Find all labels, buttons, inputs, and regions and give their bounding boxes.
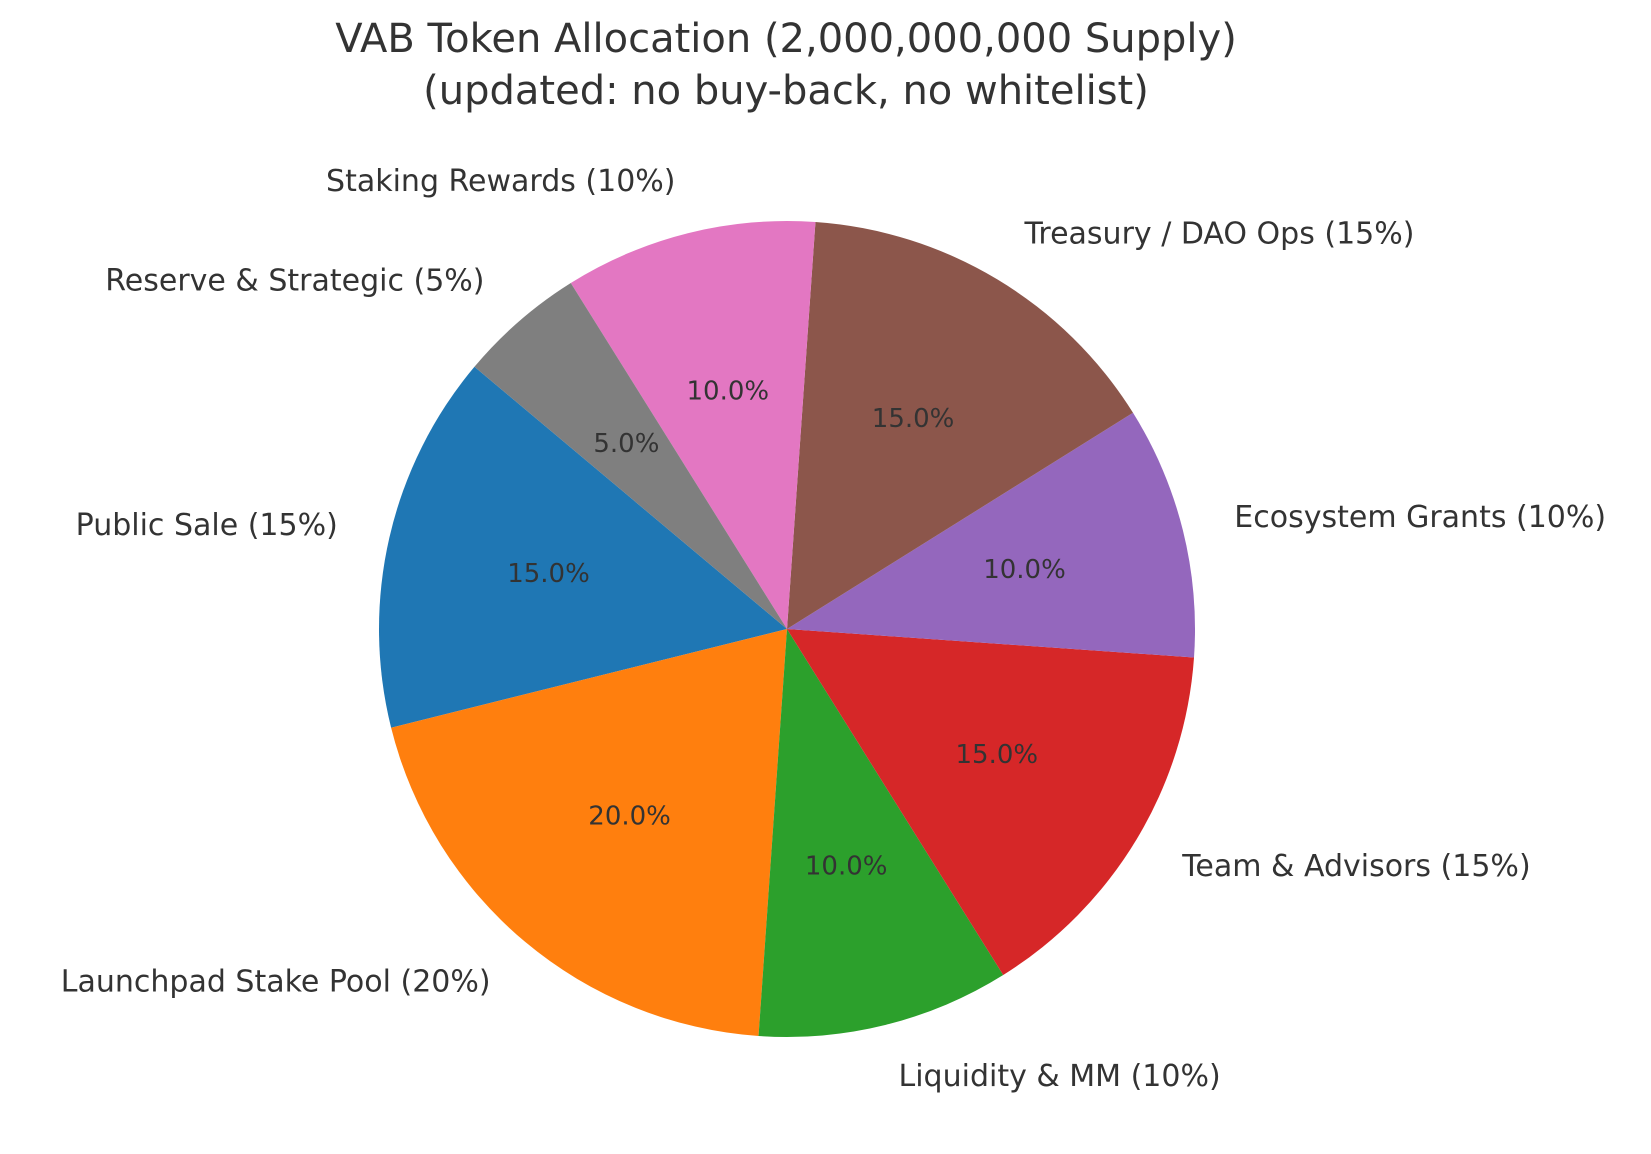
category-label: Team & Advisors (15%) (1181, 849, 1530, 884)
percent-label: 15.0% (507, 559, 590, 589)
slice-staking-rewards (570, 220, 816, 629)
slice-liquidity-mm (758, 629, 1004, 1038)
slice-public-sale (378, 366, 787, 728)
category-label: Reserve & Strategic (5%) (105, 264, 484, 299)
category-label: Launchpad Stake Pool (20%) (61, 965, 491, 1000)
slice-team-advisors (787, 629, 1195, 975)
percent-label: 15.0% (955, 740, 1038, 770)
slice-launchpad-stake-pool (391, 629, 787, 1037)
slice-ecosystem-grants (787, 412, 1196, 658)
slice-reserve-strategic (474, 283, 787, 629)
category-labels: Public Sale (15%) Launchpad Stake Pool (2… (61, 164, 1606, 1094)
percent-labels: 15.0% 20.0% 10.0% 15.0% 10.0% 15.0% 10.0% 5.0% (507, 377, 1066, 882)
percent-label: 5.0% (593, 429, 659, 459)
pie-slices (378, 220, 1196, 1038)
chart-title-line-1: VAB Token Allocation (2,000,000,000 Supp… (335, 16, 1237, 62)
percent-label: 20.0% (588, 802, 671, 832)
category-label: Public Sale (15%) (76, 508, 338, 543)
percent-label: 10.0% (983, 555, 1066, 585)
chart-title-line-2: (updated: no buy-back, no whitelist) (423, 68, 1149, 114)
category-label: Treasury / DAO Ops (15%) (1024, 216, 1415, 251)
category-label: Staking Rewards (10%) (326, 164, 675, 199)
percent-label: 15.0% (872, 404, 955, 434)
slice-treasury-dao-ops (787, 221, 1133, 630)
category-label: Ecosystem Grants (10%) (1234, 500, 1606, 535)
category-label: Liquidity & MM (10%) (899, 1059, 1221, 1094)
percent-label: 10.0% (686, 377, 769, 407)
percent-label: 10.0% (805, 852, 888, 882)
